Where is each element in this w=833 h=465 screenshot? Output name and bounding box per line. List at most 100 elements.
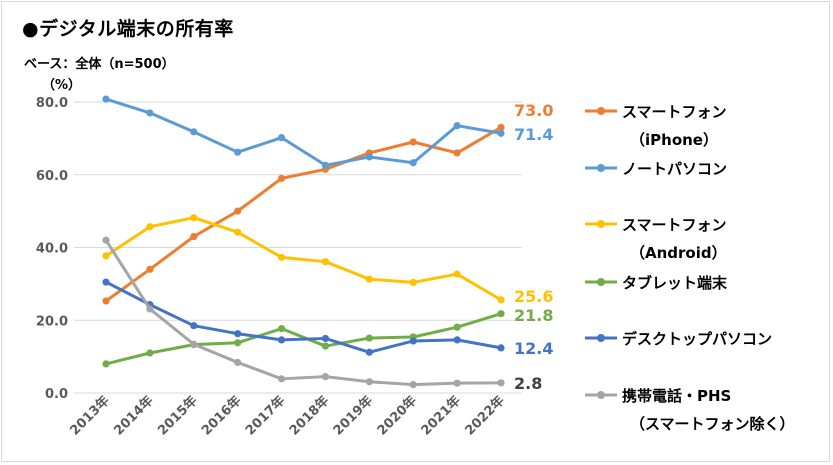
- series-path: [104, 97, 503, 167]
- end-value-label: 25.6: [514, 287, 553, 306]
- data-point: [146, 349, 154, 357]
- data-point: [277, 325, 286, 333]
- legend-label: スマートフォン: [622, 103, 727, 121]
- data-point: [497, 296, 505, 304]
- base-note: ベース：全体（n=500）: [24, 57, 175, 72]
- data-point: [409, 381, 417, 389]
- data-point: [409, 138, 417, 146]
- end-value-label: 73.0: [514, 101, 553, 120]
- legend-label: ノートパソコン: [622, 160, 727, 178]
- series-line: [102, 278, 505, 356]
- legend-item: 携帯電話・PHS （スマートフォン除く）: [585, 387, 795, 433]
- data-point: [190, 128, 198, 136]
- x-tick-label: 2013年: [67, 393, 113, 439]
- data-point: [102, 278, 110, 286]
- data-point: [409, 337, 417, 345]
- data-point: [497, 129, 505, 137]
- series-path: [104, 216, 503, 302]
- legend-item: スマートフォン （Android）: [585, 216, 727, 262]
- data-point: [234, 358, 242, 367]
- x-tick-label: 2016年: [198, 393, 244, 439]
- data-point: [453, 270, 461, 278]
- data-point: [497, 379, 505, 387]
- legend-label: （スマートフォン除く）: [630, 415, 795, 433]
- data-point: [190, 340, 198, 348]
- data-point: [277, 174, 286, 182]
- data-point: [365, 334, 373, 342]
- data-point: [102, 95, 110, 103]
- legend-label: スマートフォン: [622, 216, 727, 234]
- data-point: [190, 232, 198, 241]
- data-point: [146, 265, 154, 273]
- data-point: [277, 375, 286, 383]
- x-tick-label: 2019年: [330, 393, 376, 439]
- data-point: [453, 323, 461, 331]
- legend-marker: [597, 164, 605, 172]
- legend-marker: [597, 107, 605, 115]
- x-tick-label: 2022年: [462, 393, 508, 439]
- legend-item: タブレット端末: [585, 274, 728, 292]
- data-point: [321, 342, 330, 350]
- series-path: [104, 238, 503, 387]
- legend-label: （iPhone）: [630, 131, 718, 149]
- series-line: [102, 95, 505, 169]
- data-point: [102, 360, 110, 368]
- data-point: [102, 236, 110, 244]
- data-point: [146, 305, 154, 313]
- legend-label: 携帯電話・PHS: [622, 387, 731, 405]
- data-point: [321, 334, 330, 343]
- data-point: [453, 379, 461, 387]
- data-point: [497, 344, 505, 352]
- data-point: [146, 223, 154, 231]
- data-point: [102, 252, 110, 260]
- y-axis-unit: （%）: [42, 78, 82, 93]
- x-tick-label: 2015年: [155, 393, 201, 439]
- x-tick-label: 2021年: [418, 393, 464, 439]
- data-point: [277, 134, 286, 142]
- data-point: [365, 275, 373, 283]
- legend-item: スマートフォン （iPhone）: [585, 103, 727, 149]
- end-value-label: 12.4: [514, 339, 553, 358]
- x-tick-label: 2020年: [374, 393, 420, 439]
- data-point: [277, 336, 286, 344]
- legend-label: （Android）: [630, 244, 727, 262]
- legend-item: デスクトップパソコン: [585, 330, 772, 348]
- data-point: [453, 122, 461, 130]
- data-point: [190, 214, 198, 222]
- y-tick-label: 60.0: [36, 169, 68, 184]
- data-point: [146, 109, 154, 117]
- series-line: [102, 236, 505, 389]
- data-point: [409, 278, 417, 287]
- y-tick-label: 0.0: [45, 387, 68, 402]
- x-tick-label: 2014年: [111, 393, 157, 439]
- legend-marker: [597, 391, 605, 399]
- data-point: [234, 330, 242, 338]
- legend-label: タブレット端末: [622, 274, 728, 292]
- gridlines: [74, 101, 522, 394]
- data-point: [234, 148, 242, 156]
- series-line: [102, 310, 505, 368]
- legend-marker: [597, 334, 605, 342]
- data-point: [234, 207, 242, 215]
- data-point: [453, 336, 461, 344]
- legend-marker: [597, 278, 605, 286]
- legend-item: ノートパソコン: [585, 160, 727, 178]
- data-point: [321, 258, 330, 266]
- end-labels: 73.0 71.4 25.621.8 12.4 2.8: [514, 101, 553, 393]
- data-point: [321, 161, 330, 169]
- x-axis-ticks: 2013年2014年2015年2016年2017年2018年2019年2020年…: [67, 393, 508, 439]
- data-point: [190, 322, 198, 330]
- y-tick-label: 20.0: [36, 314, 68, 329]
- legend-label: デスクトップパソコン: [622, 330, 772, 348]
- data-point: [497, 310, 505, 318]
- series-lines: [102, 95, 505, 389]
- series-path: [104, 280, 503, 354]
- y-tick-label: 80.0: [36, 96, 68, 111]
- data-point: [102, 297, 110, 305]
- end-value-label: 2.8: [514, 374, 542, 393]
- data-point: [365, 378, 373, 386]
- data-point: [234, 228, 242, 236]
- x-tick-label: 2017年: [242, 393, 288, 439]
